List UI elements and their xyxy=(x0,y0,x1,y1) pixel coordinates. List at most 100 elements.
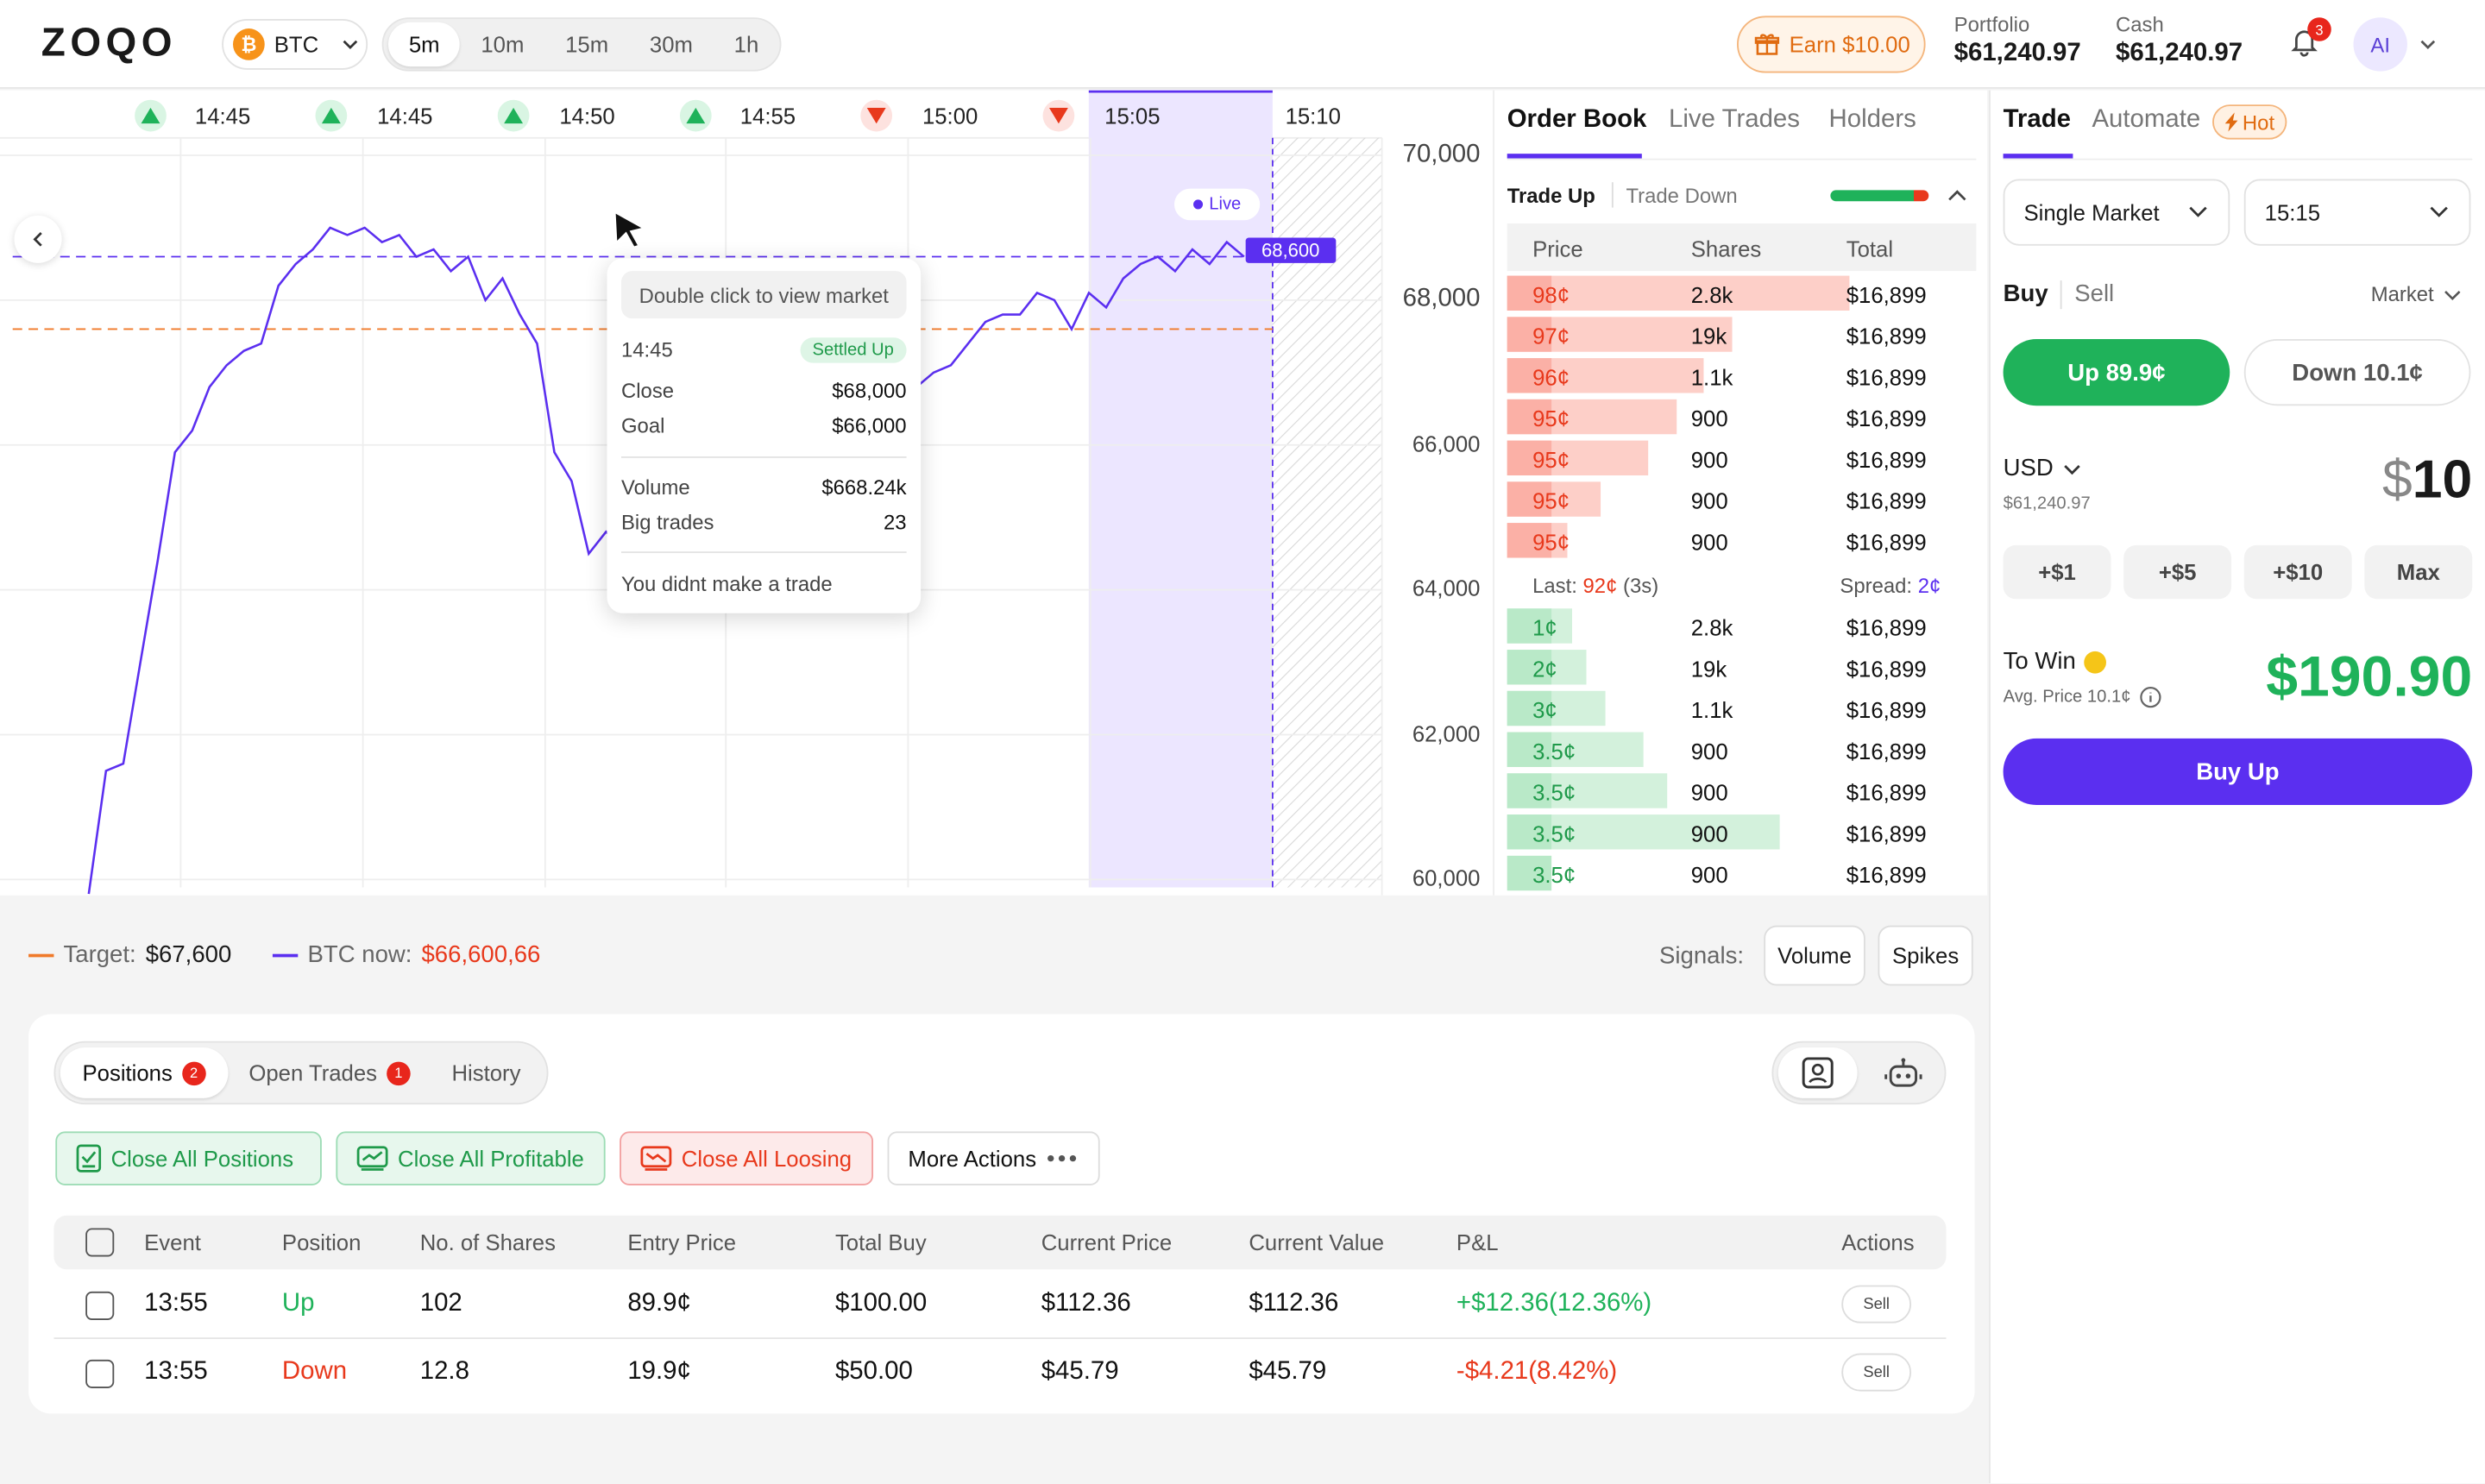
tab-automate[interactable]: Automate xyxy=(2092,106,2201,134)
trade-down-toggle[interactable]: Trade Down xyxy=(1626,184,1738,208)
more-actions-button[interactable]: More Actions xyxy=(887,1131,1100,1185)
col-shares: No. of Shares xyxy=(419,1229,556,1255)
close-all-losing-button[interactable]: Close All Loosing xyxy=(620,1131,874,1185)
notifications-button[interactable]: 3 xyxy=(2288,17,2331,60)
timeframe-30m[interactable]: 30m xyxy=(649,31,693,58)
select-all-checkbox[interactable] xyxy=(85,1228,115,1257)
info-icon[interactable] xyxy=(2139,686,2161,708)
table-row[interactable]: 13:55 Up 102 89.9¢ $100.00 $112.36 $112.36 +$12… xyxy=(53,1271,1947,1340)
timeframe-5m[interactable]: 5m xyxy=(387,22,461,67)
table-row[interactable]: 13:55 Down 12.8 19.9¢ $50.00 $45.79 $45.79 -$4.… xyxy=(53,1339,1946,1407)
price-cell: 98¢ xyxy=(1532,281,1570,308)
btc-line-swatch xyxy=(273,953,299,957)
avg-price-label: Avg. Price 10.1¢ xyxy=(2003,688,2131,707)
tab-order-book[interactable]: Order Book xyxy=(1507,106,1647,134)
price-cell-bg xyxy=(1507,481,1552,517)
currency-select[interactable]: USD xyxy=(2004,455,2080,481)
close-all-profitable-button[interactable]: Close All Profitable xyxy=(336,1131,606,1185)
market-select[interactable]: Single Market xyxy=(2003,179,2230,246)
orderbook-row[interactable]: 3¢ 1.1k $16,899 xyxy=(1507,689,1977,731)
earn-label: Earn $10.00 xyxy=(1789,31,1910,58)
avatar[interactable]: AI xyxy=(2353,17,2407,72)
trend-up-icon xyxy=(356,1146,388,1171)
active-tab-indicator xyxy=(2003,154,2073,159)
cell-pnl: -$4.21(8.42%) xyxy=(1456,1358,1618,1386)
row-checkbox[interactable] xyxy=(85,1291,115,1320)
time-select[interactable]: 15:15 xyxy=(2243,179,2471,246)
tab-holders[interactable]: Holders xyxy=(1828,106,1916,134)
tooltip-header[interactable]: Double click to view market xyxy=(620,271,907,319)
cell-current-value: $112.36 xyxy=(1249,1290,1339,1317)
total-cell: $16,899 xyxy=(1846,446,1927,473)
orderbook-row[interactable]: 95¢ 900 $16,899 xyxy=(1507,439,1977,481)
tab-live-trades[interactable]: Live Trades xyxy=(1669,106,1800,134)
manual-view-button[interactable] xyxy=(1777,1047,1858,1098)
trade-up-toggle[interactable]: Trade Up xyxy=(1507,184,1595,208)
orderbook-row[interactable]: 95¢ 900 $16,899 xyxy=(1507,521,1977,563)
amount-input[interactable]: $10 xyxy=(2307,450,2472,512)
submit-buy-button[interactable]: Buy Up xyxy=(2003,738,2473,806)
orderbook-row[interactable]: 3.5¢ 900 $16,899 xyxy=(1507,771,1977,813)
sell-button[interactable]: Sell xyxy=(1841,1353,1912,1392)
top-header: ZOQO ₿ BTC 5m 10m 15m 30m 1h Earn $10.00… xyxy=(0,0,2485,89)
cash-value: $61,240.97 xyxy=(2115,39,2243,67)
quick-amount-1[interactable]: +$1 xyxy=(2003,544,2111,600)
orderbook-row[interactable]: 95¢ 900 $16,899 xyxy=(1507,481,1977,522)
tooltip-goal-value: $66,000 xyxy=(832,413,907,437)
live-badge: Live xyxy=(1173,188,1261,221)
bot-view-button[interactable] xyxy=(1865,1047,1941,1098)
total-cell: $16,899 xyxy=(1846,738,1927,764)
orderbook-row[interactable]: 97¢ 19k $16,899 xyxy=(1507,316,1977,357)
quick-amount-max[interactable]: Max xyxy=(2364,544,2473,600)
total-cell: $16,899 xyxy=(1846,487,1927,514)
portfolio-label: Portfolio xyxy=(1953,12,2030,37)
sell-button[interactable]: Sell xyxy=(1841,1285,1912,1324)
orderbook-row[interactable]: 98¢ 2.8k $16,899 xyxy=(1507,274,1977,316)
orderbook-row[interactable]: 96¢ 1.1k $16,899 xyxy=(1507,356,1977,398)
close-all-positions-button[interactable]: Close All Positions xyxy=(55,1131,322,1185)
row-checkbox[interactable] xyxy=(85,1359,115,1388)
spread-label: Spread: xyxy=(1840,573,1913,598)
shares-cell: 1.1k xyxy=(1690,697,1733,723)
price-cell: 95¢ xyxy=(1532,487,1570,514)
price-cell-bg xyxy=(1507,773,1552,808)
timeframe-15m[interactable]: 15m xyxy=(565,31,609,58)
earn-button[interactable]: Earn $10.00 xyxy=(1737,16,1926,73)
time-select-value: 15:15 xyxy=(2264,199,2321,225)
sell-toggle[interactable]: Sell xyxy=(2074,280,2115,308)
buy-toggle[interactable]: Buy xyxy=(2003,280,2048,308)
open-trades-count-badge: 1 xyxy=(387,1060,411,1085)
signal-volume-button[interactable]: Volume xyxy=(1764,925,1865,986)
coin-selector[interactable]: ₿ BTC xyxy=(222,19,368,70)
orderbook-row[interactable]: 2¢ 19k $16,899 xyxy=(1507,648,1977,689)
back-button[interactable] xyxy=(14,215,62,263)
cell-position: Down xyxy=(281,1358,348,1386)
buy-down-option[interactable]: Down 10.1¢ xyxy=(2243,339,2471,406)
timeframe-1h[interactable]: 1h xyxy=(733,31,759,58)
orderbook-row[interactable]: 3.5¢ 900 $16,899 xyxy=(1507,854,1977,896)
orderbook-row[interactable]: 95¢ 900 $16,899 xyxy=(1507,398,1977,439)
price-cell: 2¢ xyxy=(1532,656,1557,682)
price-cell: 3.5¢ xyxy=(1532,738,1576,764)
signal-spikes-button[interactable]: Spikes xyxy=(1878,925,1973,986)
to-win-value: $190.90 xyxy=(2266,643,2473,709)
chevron-up-icon[interactable] xyxy=(1946,186,1968,204)
orderbook-row[interactable]: 1¢ 2.8k $16,899 xyxy=(1507,607,1977,648)
quick-amount-10[interactable]: +$10 xyxy=(2243,544,2352,600)
chevron-down-icon[interactable] xyxy=(2419,35,2438,53)
lightning-icon xyxy=(2224,112,2238,132)
tab-open-trades[interactable]: Open Trades 1 xyxy=(227,1047,433,1098)
buy-up-option[interactable]: Up 89.9¢ xyxy=(2003,339,2230,406)
orderbook-row[interactable]: 3.5¢ 900 $16,899 xyxy=(1507,813,1977,854)
tab-positions[interactable]: Positions 2 xyxy=(60,1047,229,1098)
total-cell: $16,899 xyxy=(1846,406,1927,431)
quick-amount-5[interactable]: +$5 xyxy=(2123,544,2232,600)
market-select-value: Single Market xyxy=(2023,199,2160,225)
order-type-select[interactable]: Market xyxy=(2371,282,2461,305)
timeframe-10m[interactable]: 10m xyxy=(481,31,525,58)
tab-trade[interactable]: Trade xyxy=(2003,106,2071,134)
order-book-panel: Order Book Live Trades Holders Trade Up … xyxy=(1493,90,1988,896)
orderbook-row[interactable]: 3.5¢ 900 $16,899 xyxy=(1507,731,1977,772)
tab-history[interactable]: History xyxy=(430,1047,543,1098)
spread-value: 2¢ xyxy=(1917,573,1941,598)
